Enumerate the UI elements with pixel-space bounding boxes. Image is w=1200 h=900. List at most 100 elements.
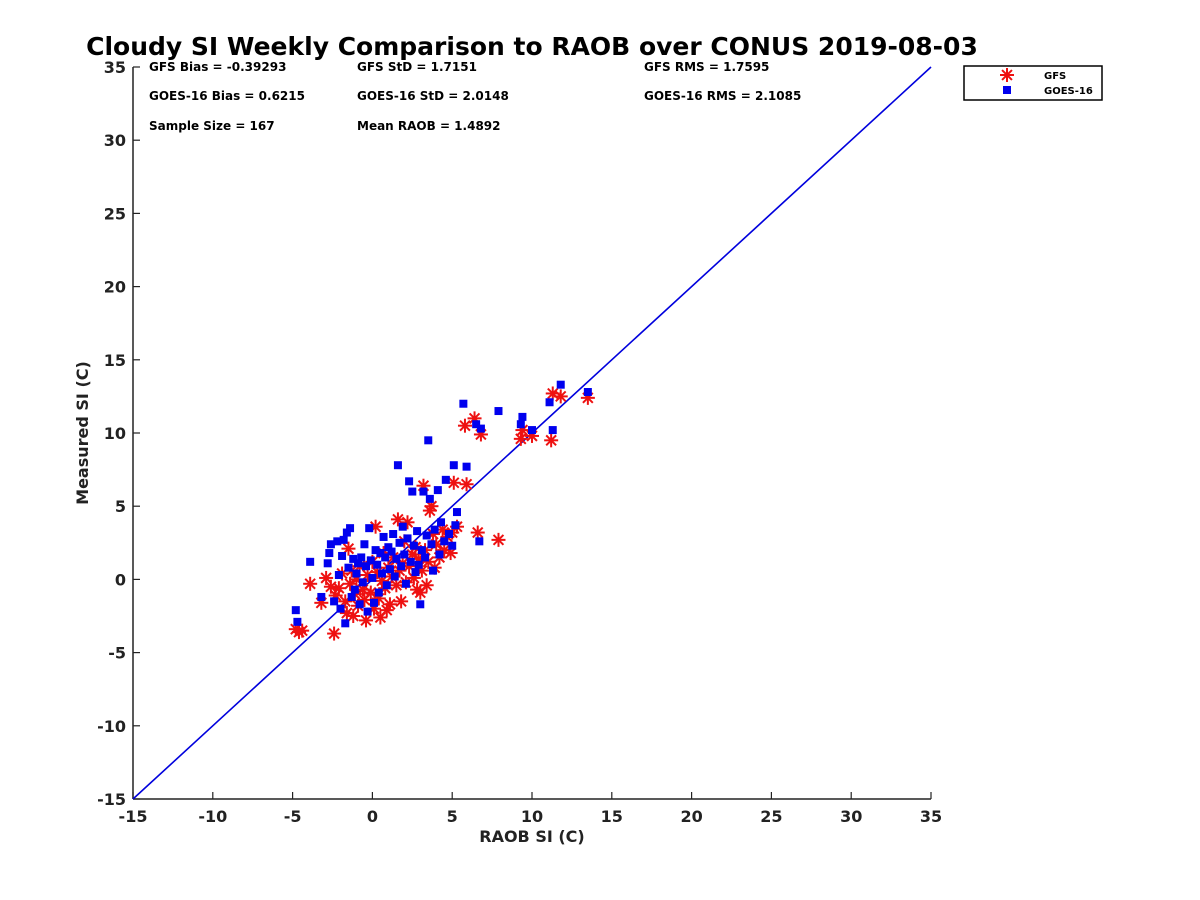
goes-16-point xyxy=(440,537,449,546)
stat-goes-bias: GOES-16 Bias = 0.6215 xyxy=(149,89,305,103)
goes-16-point xyxy=(427,540,436,549)
goes-16-point xyxy=(408,487,417,496)
y-tick-label: 10 xyxy=(104,424,126,443)
gfs-point xyxy=(419,578,434,593)
x-tick-label: 10 xyxy=(521,807,543,826)
goes-16-point xyxy=(433,486,442,495)
stat-goes-rms: GOES-16 RMS = 2.1085 xyxy=(644,89,801,103)
goes-16-point xyxy=(545,398,554,407)
goes-16-point xyxy=(472,420,481,429)
goes-16-point xyxy=(339,535,348,544)
goes-16-point xyxy=(346,524,355,533)
gfs-point xyxy=(553,389,568,404)
goes-16-point xyxy=(362,562,371,571)
goes-16-point xyxy=(355,600,364,609)
goes-16-point xyxy=(424,436,433,445)
legend-goes-16-square-icon xyxy=(1003,86,1011,94)
y-tick-label: 25 xyxy=(104,204,126,223)
goes-16-point xyxy=(406,557,415,566)
goes-16-point xyxy=(341,619,350,628)
goes-16-point xyxy=(350,585,359,594)
goes-16-point xyxy=(371,546,380,555)
x-tick-label: -15 xyxy=(119,807,148,826)
goes-16-point xyxy=(556,380,565,389)
goes-16-point xyxy=(518,412,527,421)
goes-16-point xyxy=(459,399,468,408)
goes-16-point xyxy=(528,426,536,435)
goes-16-point xyxy=(333,537,342,546)
goes-16-point xyxy=(441,475,450,484)
legend-box xyxy=(963,65,1103,101)
gfs-point xyxy=(470,525,485,540)
goes-16-point xyxy=(417,546,426,555)
x-tick-label: 15 xyxy=(601,807,623,826)
goes-16-point xyxy=(405,477,414,486)
goes-16-point xyxy=(430,525,439,534)
gfs-point xyxy=(295,623,310,638)
x-tick-label: -5 xyxy=(284,807,302,826)
goes-16-point xyxy=(401,579,410,588)
goes-16-point xyxy=(516,420,525,429)
y-tick-label: 30 xyxy=(104,131,126,150)
y-tick-label: 15 xyxy=(104,351,126,370)
goes-16-point xyxy=(437,518,446,527)
x-tick-label: 20 xyxy=(680,807,702,826)
x-axis: -15 -10 -5 0 5 10 15 20 25 30 35 xyxy=(119,792,942,826)
goes-16-point xyxy=(403,534,412,543)
y-axis-label: Measured SI (C) xyxy=(73,361,92,505)
y-tick-label: -10 xyxy=(97,717,126,736)
y-tick-label: 5 xyxy=(115,497,126,516)
gfs-point xyxy=(327,626,342,641)
goes-16-point xyxy=(326,540,335,549)
gfs-point xyxy=(424,499,439,514)
goes-16-point xyxy=(330,597,339,606)
x-tick-label: -10 xyxy=(198,807,227,826)
x-tick-label: 5 xyxy=(447,807,458,826)
goes-16-point xyxy=(416,600,425,609)
goes-16-point xyxy=(334,571,343,580)
goes-16-point xyxy=(354,559,363,568)
goes-16-point xyxy=(389,530,398,539)
y-axis: -15 -10 -5 0 5 10 15 20 25 30 35 xyxy=(97,58,140,809)
goes-16-point xyxy=(374,588,383,597)
goes-16-point xyxy=(347,592,356,601)
gfs-point xyxy=(394,594,409,609)
gfs-point xyxy=(341,541,356,556)
goes-16-point xyxy=(390,572,399,581)
goes-16-point xyxy=(344,563,353,572)
goes-16-point xyxy=(548,426,557,435)
goes-16-point xyxy=(323,559,332,568)
gfs-point xyxy=(544,433,559,448)
legend: GFS GOES-16 xyxy=(963,65,1103,101)
goes-16-point xyxy=(366,556,375,565)
gfs-point xyxy=(491,532,506,547)
goes-16-point xyxy=(338,551,347,560)
goes-16-point xyxy=(381,553,390,562)
goes-16-point xyxy=(385,565,394,574)
goes-16-point xyxy=(360,540,369,549)
goes-16-point xyxy=(409,541,418,550)
gfs-point xyxy=(359,613,374,628)
goes-16-point xyxy=(448,541,457,550)
x-tick-label: 25 xyxy=(760,807,782,826)
goes-16-point xyxy=(435,550,444,559)
goes-16-point xyxy=(393,461,402,470)
x-tick-label: 30 xyxy=(840,807,862,826)
goes-16-point xyxy=(368,573,377,582)
goes-16-point xyxy=(293,617,302,626)
goes-16-point xyxy=(398,522,407,531)
goes-16-point xyxy=(357,553,366,562)
y-tick-label: -5 xyxy=(108,644,126,663)
stat-gfs-bias: GFS Bias = -0.39293 xyxy=(149,60,286,74)
legend-gfs-asterisk-icon xyxy=(1000,68,1014,82)
gfs-point xyxy=(513,431,528,446)
goes-16-point xyxy=(395,538,404,547)
goes-16-point xyxy=(377,569,386,578)
goes-16-point xyxy=(349,554,358,563)
y-tick-label: 0 xyxy=(115,570,126,589)
goes-16-point xyxy=(449,461,458,470)
goes-16-point xyxy=(384,543,393,552)
goes-16-point xyxy=(452,508,461,517)
goes-16-point xyxy=(376,549,385,558)
